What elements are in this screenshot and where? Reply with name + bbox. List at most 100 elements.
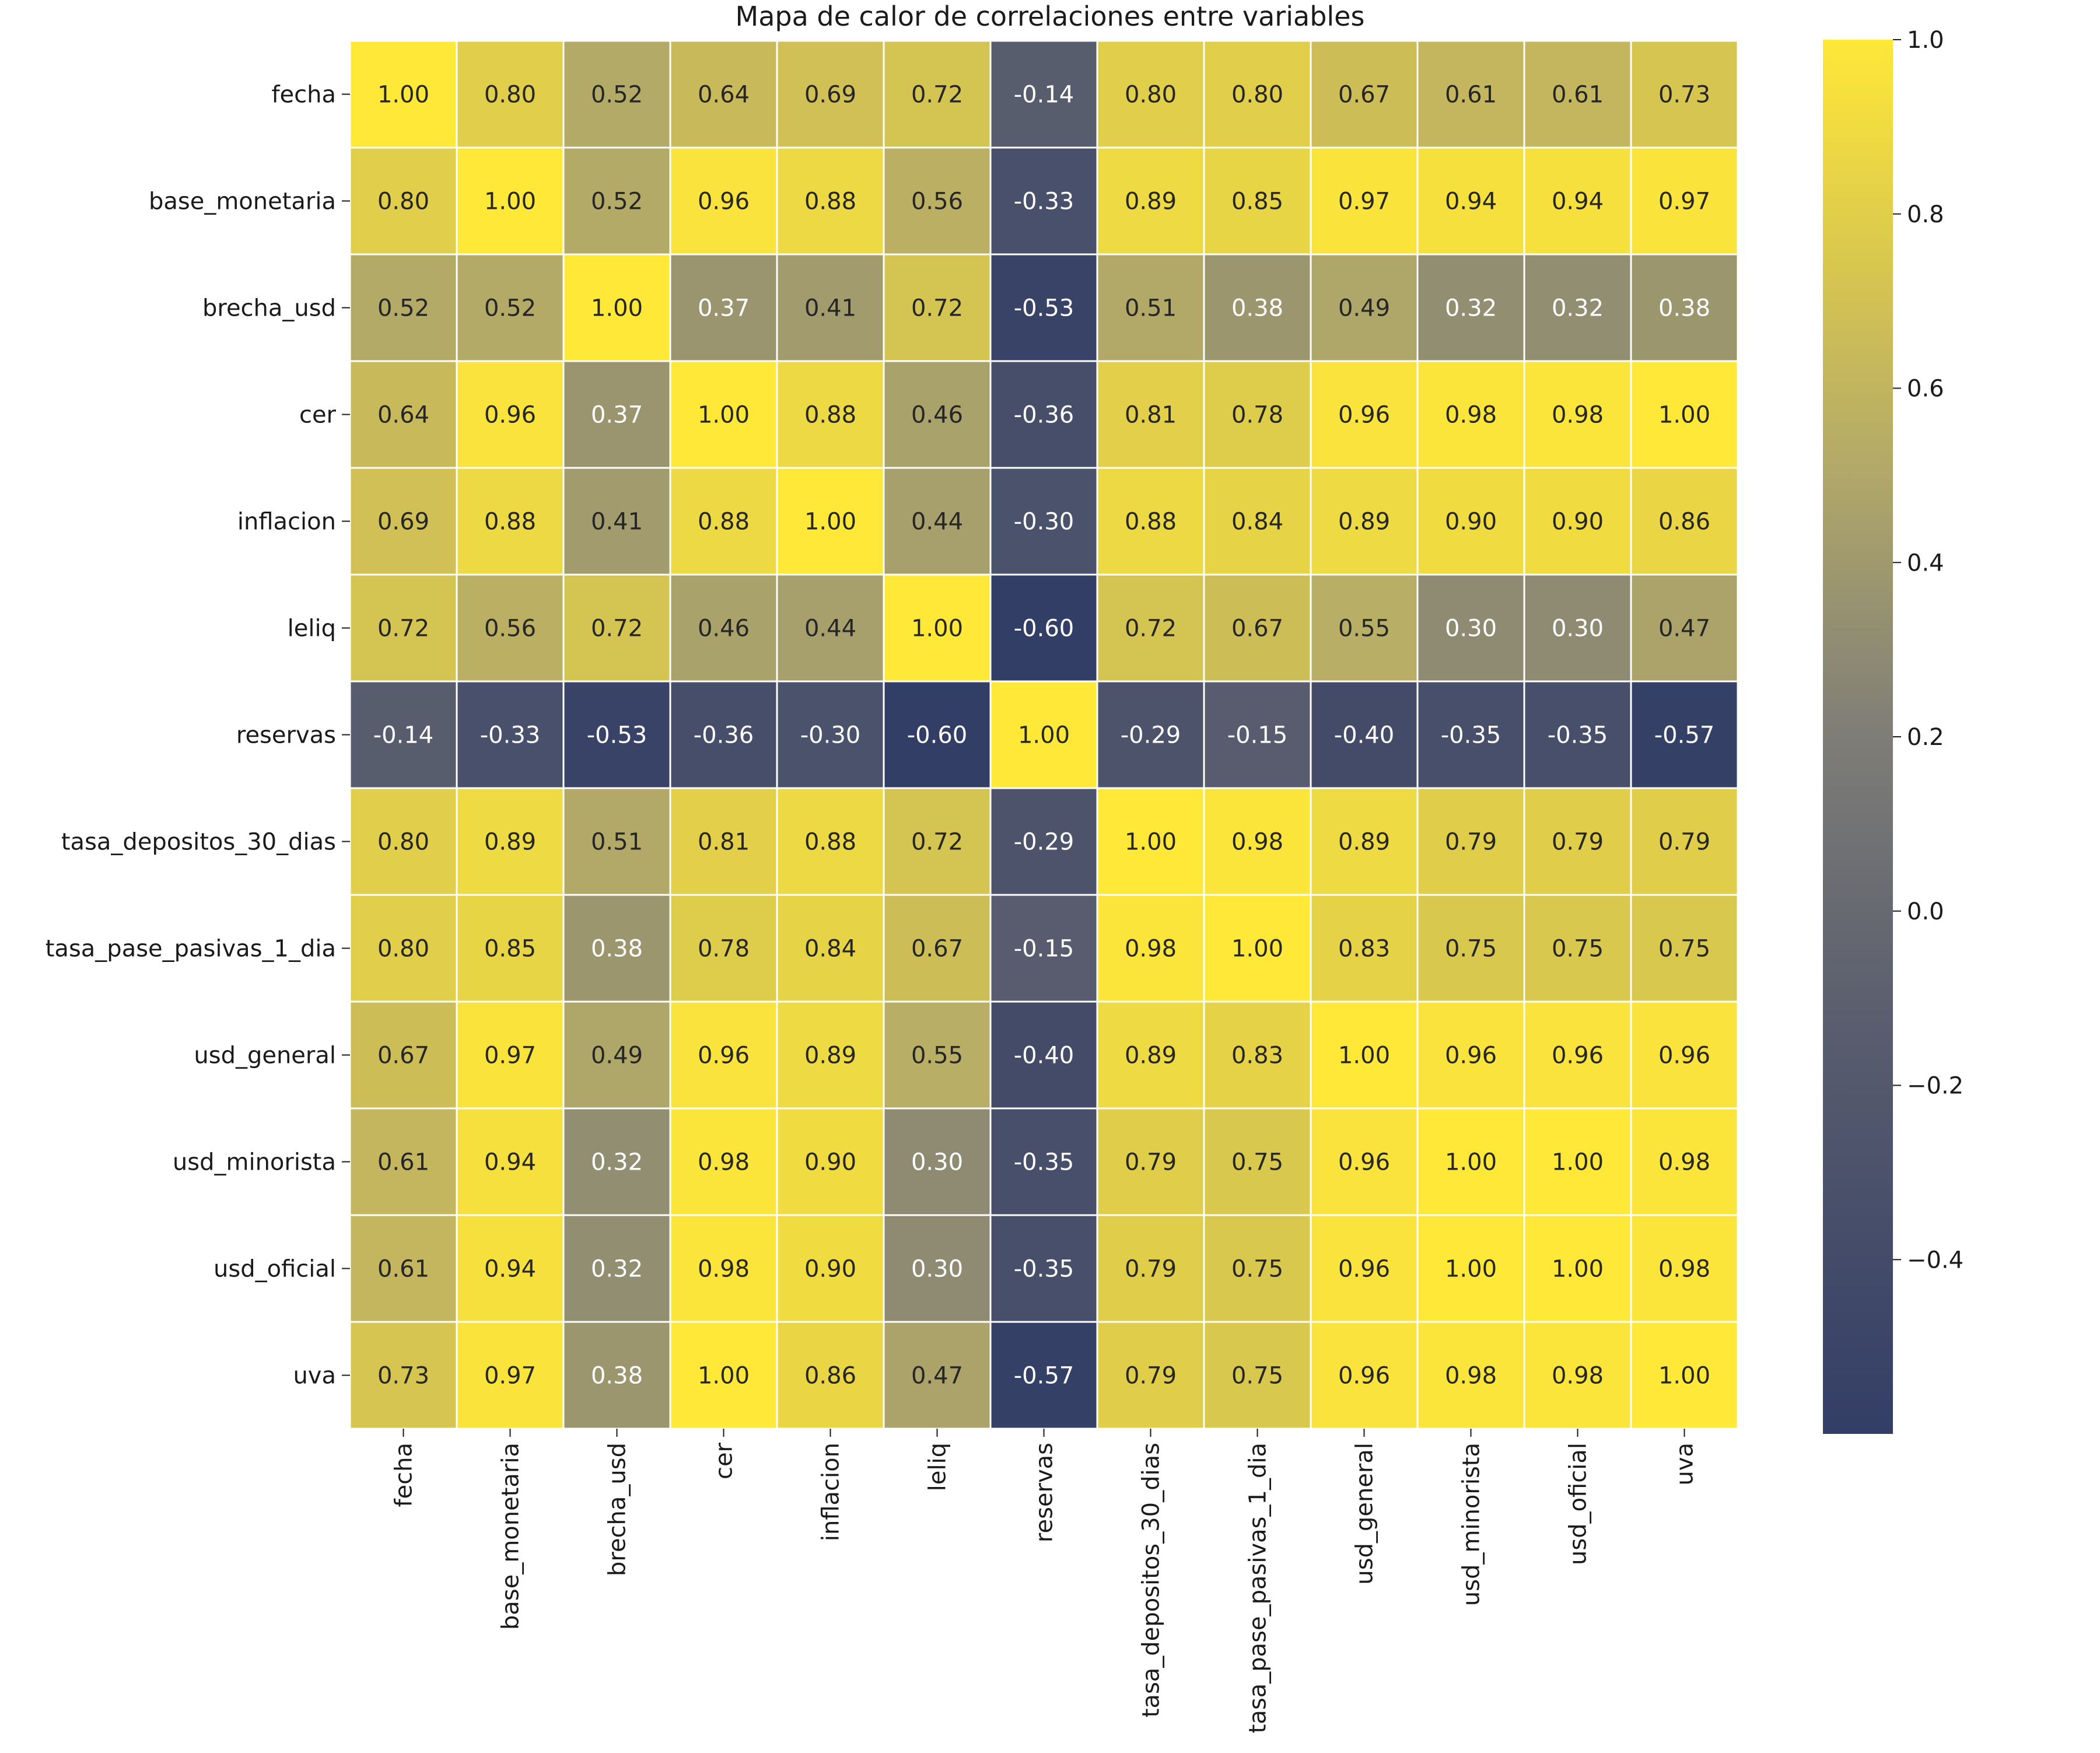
cell-value-label: 1.00 <box>1445 1149 1497 1176</box>
cell-value-label: 0.49 <box>591 1042 643 1069</box>
cell-value-label: 0.75 <box>1231 1363 1283 1390</box>
heatmap-cell <box>669 467 778 576</box>
cell-value-label: 0.98 <box>1125 936 1177 963</box>
cell-value-label: 0.78 <box>1231 402 1283 429</box>
heatmap-cell <box>1203 1214 1312 1323</box>
cell-value-label: 0.88 <box>804 829 856 856</box>
heatmap-cell <box>1523 40 1632 149</box>
cell-value-label: 1.00 <box>1338 1042 1390 1069</box>
column-label: usd_general <box>1352 1443 1378 1585</box>
cell-value-label: 0.79 <box>1552 829 1604 856</box>
column-label: fecha <box>391 1443 418 1507</box>
column-label: base_monetaria <box>498 1443 524 1630</box>
cell-value-label: 1.00 <box>1658 1363 1710 1390</box>
heatmap-cell <box>669 573 778 683</box>
cell-value-label: 0.51 <box>1125 295 1177 322</box>
cell-value-label: 0.86 <box>1658 509 1710 536</box>
heatmap-cell <box>1416 1321 1525 1430</box>
heatmap-cell <box>1523 1321 1632 1430</box>
cell-value-label: 0.73 <box>377 1363 429 1390</box>
cell-value-label: 0.96 <box>1338 1256 1390 1283</box>
cell-value-label: 0.85 <box>1231 188 1283 215</box>
cell-value-label: 0.79 <box>1658 829 1710 856</box>
heatmap-cell <box>456 253 565 362</box>
row-label: usd_general <box>194 1042 336 1069</box>
cell-value-label: -0.33 <box>480 722 541 749</box>
heatmap-cell <box>349 894 458 1003</box>
heatmap-cell <box>1310 1321 1419 1430</box>
cell-value-label: 0.97 <box>1338 188 1390 215</box>
cell-value-label: 0.30 <box>1552 615 1604 642</box>
cell-value-label: 0.32 <box>591 1149 643 1176</box>
cell-value-label: 0.89 <box>1125 1042 1177 1069</box>
cell-value-label: -0.57 <box>1014 1363 1074 1390</box>
heatmap-cell <box>1096 360 1205 469</box>
cell-value-label: 0.75 <box>1445 936 1497 963</box>
heatmap-cell <box>669 1214 778 1323</box>
cell-value-label: -0.35 <box>1548 722 1608 749</box>
cell-value-label: 0.41 <box>591 509 643 536</box>
cell-value-label: 0.79 <box>1125 1363 1177 1390</box>
cell-value-label: 0.52 <box>484 295 536 322</box>
cell-value-label: 1.00 <box>1018 722 1070 749</box>
cell-value-label: 0.96 <box>698 188 750 215</box>
row-label: brecha_usd <box>202 295 336 322</box>
cell-value-label: 0.96 <box>1552 1042 1604 1069</box>
cell-value-label: 1.00 <box>591 295 643 322</box>
heatmap-cell <box>1630 1214 1739 1323</box>
cell-value-label: 0.44 <box>911 509 963 536</box>
cell-value-label: 0.67 <box>1338 82 1390 109</box>
heatmap-cell <box>1203 1000 1312 1110</box>
heatmap-cell <box>1096 787 1205 896</box>
colorbar-tick-label: 0.6 <box>1907 376 1944 403</box>
heatmap-cell <box>669 1107 778 1216</box>
heatmap-cell <box>1310 573 1419 683</box>
heatmap-cell <box>776 1321 885 1430</box>
heatmap-cell <box>1630 360 1739 469</box>
heatmap-cell <box>1523 573 1632 683</box>
cell-value-label: 0.37 <box>591 402 643 429</box>
heatmap-cell <box>989 146 1098 256</box>
cell-value-label: 0.80 <box>377 829 429 856</box>
row-label: base_monetaria <box>149 188 336 215</box>
heatmap-cell <box>562 1214 671 1323</box>
cell-value-label: 0.52 <box>591 188 643 215</box>
cell-value-label: 0.78 <box>698 936 750 963</box>
heatmap-cell <box>1523 467 1632 576</box>
heatmap-cell <box>1310 253 1419 362</box>
column-labels: fecha base_monetaria brecha_usd cer inflacio… <box>391 1429 1699 1733</box>
cell-value-label: 1.00 <box>1552 1256 1604 1283</box>
cell-value-label: 0.83 <box>1231 1042 1283 1069</box>
cell-value-label: 0.96 <box>698 1042 750 1069</box>
heatmap-cell <box>669 680 778 789</box>
column-label: cer <box>711 1442 738 1479</box>
heatmap-cell <box>1310 40 1419 149</box>
cell-value-label: 0.72 <box>911 82 963 109</box>
heatmap-cell <box>1523 1214 1632 1323</box>
row-label: usd_minorista <box>173 1149 336 1176</box>
cell-value-label: 0.55 <box>1338 615 1390 642</box>
heatmap-cell <box>1203 680 1312 789</box>
cell-value-label: 0.75 <box>1658 936 1710 963</box>
heatmap-cell <box>1523 1107 1632 1216</box>
row-label: reservas <box>236 722 336 749</box>
heatmap-cell <box>669 146 778 256</box>
cell-value-label: 0.80 <box>377 936 429 963</box>
cell-value-label: 0.90 <box>1552 509 1604 536</box>
cell-value-label: 0.97 <box>484 1363 536 1390</box>
cell-value-label: 0.86 <box>804 1363 856 1390</box>
heatmap-cell <box>456 40 565 149</box>
heatmap-cell <box>1630 467 1739 576</box>
cell-value-label: 0.41 <box>804 295 856 322</box>
cell-value-label: 0.89 <box>1338 509 1390 536</box>
cell-value-label: 0.30 <box>1445 615 1497 642</box>
cell-value-label: 0.73 <box>1658 82 1710 109</box>
heatmap-cell <box>1096 894 1205 1003</box>
row-label: fecha <box>271 82 336 109</box>
heatmap-cell <box>562 1000 671 1110</box>
heatmap-cell <box>989 1000 1098 1110</box>
heatmap-cell <box>562 360 671 469</box>
